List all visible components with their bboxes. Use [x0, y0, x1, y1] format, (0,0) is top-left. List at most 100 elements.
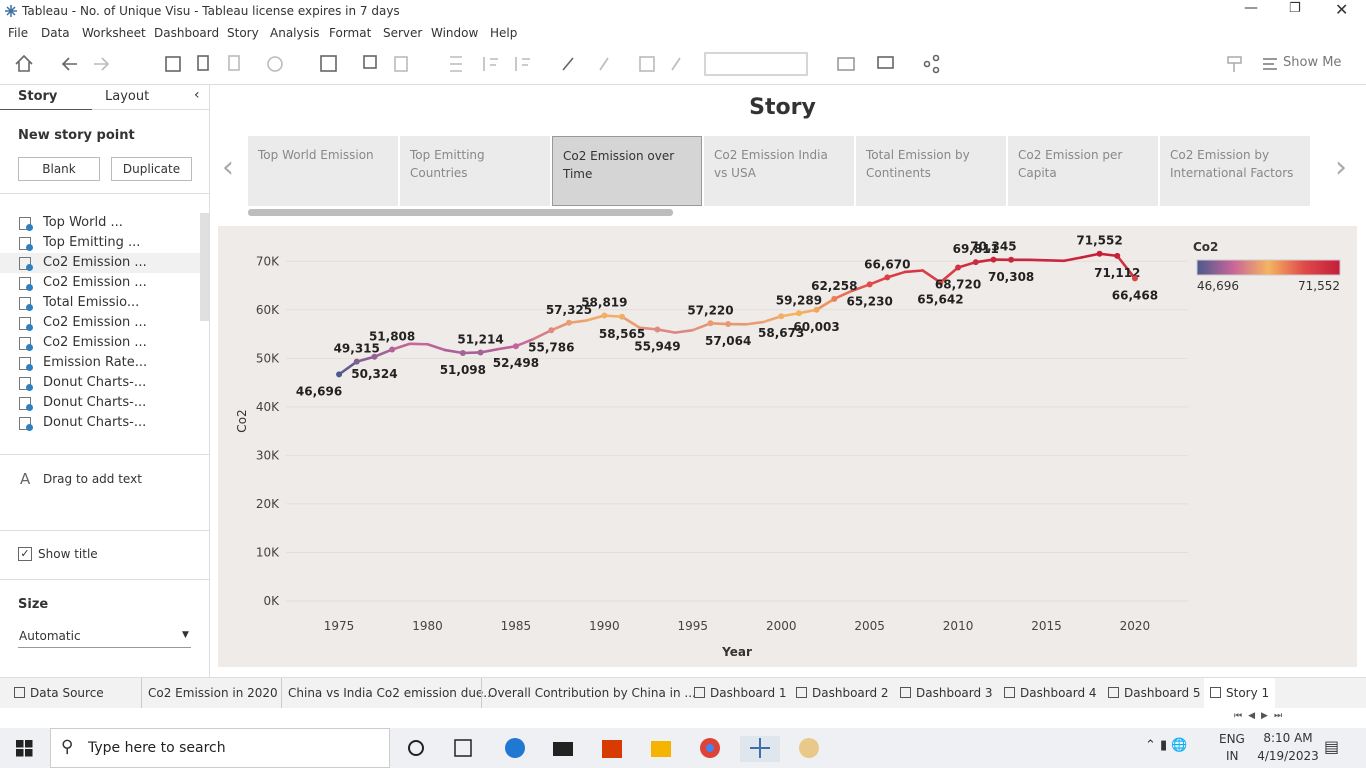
- dropdown-arrow[interactable]: ▼: [182, 630, 189, 640]
- sheet-tab[interactable]: Dashboard 5: [1102, 678, 1207, 708]
- next-arrow[interactable]: ›: [1335, 150, 1347, 185]
- prev-arrow[interactable]: ‹: [222, 150, 234, 185]
- story-point-tab[interactable]: Co2 Emission India vs USA: [704, 136, 854, 206]
- size-value[interactable]: Automatic: [19, 629, 81, 643]
- sheet-tab[interactable]: Dashboard 3: [894, 678, 999, 708]
- story-navigator: Top World Emission Top Emitting Countries…: [248, 136, 1325, 206]
- tab-nav[interactable]: ⏮◀▶⏭: [1234, 711, 1289, 721]
- menu-item[interactable]: Data: [41, 26, 70, 40]
- notifications[interactable]: ▤: [1324, 737, 1340, 756]
- menu-item[interactable]: Dashboard: [154, 26, 220, 40]
- sheet-tabs: Data Source Co2 Emission in 2020 China vs …: [0, 677, 1366, 708]
- menu-item[interactable]: Help: [490, 26, 518, 40]
- show-me[interactable]: Show Me: [1283, 55, 1342, 70]
- legend-gradient: [1196, 259, 1341, 276]
- data-point: [459, 350, 466, 357]
- menu-item[interactable]: Story: [227, 26, 259, 40]
- story-point-item[interactable]: Donut Charts-...: [0, 413, 200, 433]
- menu-bar: File Data Worksheet Dashboard Story Analysis F…: [0, 22, 1366, 44]
- show-title[interactable]: Show title: [38, 547, 98, 561]
- data-label: 51,214: [457, 332, 503, 346]
- sheet-tab[interactable]: Data Source: [8, 678, 110, 708]
- story-point-item[interactable]: Emission Rate...: [0, 353, 200, 373]
- chart-area: 0K 10K 20K 30K 40K 50K 60K 70K 1975 1980 1985 1990 1…: [218, 226, 1357, 667]
- x-tick-label: 2005: [854, 619, 885, 633]
- story-point-item[interactable]: Co2 Emission ...: [0, 333, 200, 353]
- line-segment: [549, 321, 571, 332]
- story-point-tab[interactable]: Co2 Emission over Time: [552, 136, 702, 206]
- story-point-item[interactable]: Top Emitting ...: [0, 233, 200, 253]
- story-point-tab[interactable]: Top World Emission: [248, 136, 398, 206]
- toolbar: Show Me: [0, 44, 1366, 85]
- menu-item[interactable]: Format: [329, 26, 372, 40]
- minimize[interactable]: —: [1244, 0, 1258, 16]
- sheet-tab[interactable]: Dashboard 4: [998, 678, 1103, 708]
- sheet-tab[interactable]: China vs India Co2 emission due...: [281, 678, 501, 708]
- story-point-item[interactable]: Top World ...: [0, 213, 200, 233]
- story-point-tab[interactable]: Co2 Emission by International Factors: [1160, 136, 1310, 206]
- restore[interactable]: ❐: [1289, 1, 1301, 16]
- data-label: 57,220: [687, 303, 733, 317]
- sheet-icon: [19, 257, 31, 270]
- sheet-tab[interactable]: Overall Contribution by China in ...: [481, 678, 702, 708]
- data-label: 49,315: [334, 342, 380, 356]
- close[interactable]: ✕: [1335, 0, 1349, 19]
- tab-icon: [694, 687, 705, 698]
- tab-label: Co2 Emission in 2020: [148, 686, 278, 700]
- tab-icon: [796, 687, 807, 698]
- taskbar: ⚲ Type here to search ⌃ ▮ 🌐 ENG IN 8:10 …: [0, 728, 1366, 768]
- data-label: 50,324: [351, 367, 397, 381]
- checkbox[interactable]: ✓: [18, 547, 32, 561]
- story-point-item[interactable]: Donut Charts-...: [0, 393, 200, 413]
- line-segment: [355, 355, 376, 363]
- tab-label: Dashboard 5: [1124, 686, 1201, 700]
- search-icon: ⚲: [61, 737, 74, 757]
- start-button[interactable]: [16, 740, 33, 757]
- data-label: 59,289: [776, 293, 822, 307]
- story-point-item[interactable]: Total Emissio...: [0, 293, 200, 313]
- data-label: 71,552: [1076, 234, 1122, 248]
- story-point-label: Donut Charts-...: [43, 375, 147, 390]
- blank-button[interactable]: Blank: [18, 157, 100, 181]
- format-painter[interactable]: [1225, 54, 1245, 74]
- sheet-icon: [19, 357, 31, 370]
- tab-icon: [1210, 687, 1221, 698]
- sheet-tab[interactable]: Dashboard 2: [790, 678, 895, 708]
- menu-item[interactable]: File: [8, 26, 29, 40]
- drag-text[interactable]: Drag to add text: [43, 472, 142, 486]
- data-label: 55,949: [634, 339, 680, 353]
- tab-label: China vs India Co2 emission due...: [288, 686, 495, 700]
- sheet-tab[interactable]: Dashboard 1: [688, 678, 793, 708]
- menu-item[interactable]: Worksheet: [82, 26, 146, 40]
- story-point-tab[interactable]: Top Emitting Countries: [400, 136, 550, 206]
- line-segment: [390, 342, 412, 351]
- sheet-tab[interactable]: Story 1: [1204, 678, 1276, 708]
- line-segment: [939, 266, 960, 284]
- tab-layout[interactable]: Layout: [105, 89, 150, 104]
- menu-item[interactable]: Window: [431, 26, 479, 40]
- taskbar-apps: [408, 736, 819, 762]
- line-segment: [903, 269, 925, 274]
- search-placeholder: Type here to search: [88, 740, 226, 756]
- story-point-tab[interactable]: Total Emission by Continents: [856, 136, 1006, 206]
- duplicate-button[interactable]: Duplicate: [111, 157, 192, 181]
- search-box[interactable]: ⚲ Type here to search: [50, 728, 390, 768]
- story-point-item[interactable]: Co2 Emission ...: [0, 273, 200, 293]
- collapse[interactable]: ‹: [194, 87, 200, 103]
- data-point: [813, 306, 820, 313]
- story-point-tab[interactable]: Co2 Emission per Capita: [1008, 136, 1158, 206]
- tab-story[interactable]: Story: [18, 89, 58, 104]
- divider: [0, 193, 209, 194]
- data-label: 46,696: [296, 384, 342, 398]
- y-tick-label: 20K: [256, 497, 280, 511]
- story-point-item[interactable]: Donut Charts-...: [0, 373, 200, 393]
- data-label: 65,230: [846, 294, 892, 308]
- check-badge: [26, 244, 33, 251]
- sheet-tab[interactable]: Co2 Emission in 2020: [141, 678, 284, 708]
- story-point-item[interactable]: Co2 Emission ...: [0, 313, 200, 333]
- menu-item[interactable]: Server: [383, 26, 423, 40]
- menu-item[interactable]: Analysis: [270, 26, 320, 40]
- data-point: [601, 312, 608, 319]
- story-point-item[interactable]: Co2 Emission ...: [0, 253, 200, 273]
